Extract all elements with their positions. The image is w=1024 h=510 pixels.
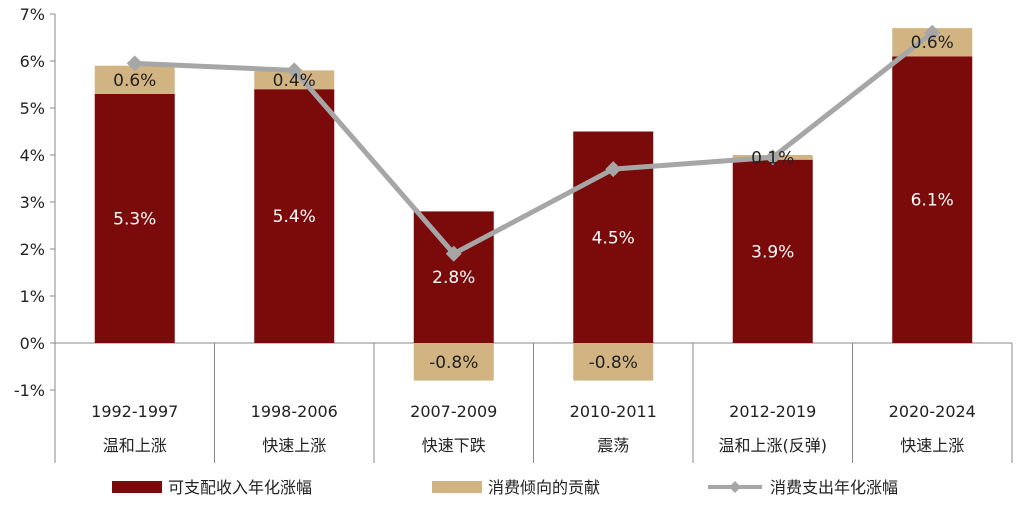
income-value-label: 2.8% (432, 268, 475, 288)
income-bar (94, 93, 175, 344)
consumption-marker (764, 149, 781, 166)
y-tick-label: 7% (20, 5, 45, 24)
contribution-value-label: -0.8% (429, 353, 478, 373)
contribution-value-label: 0.6% (113, 71, 156, 91)
data-labels: 5.3% 0.6% 5.4% 0.4% 2.8% -0.8% 4.5% -0.8% 3.9% 0.… (113, 33, 954, 373)
y-tick-label: -1% (14, 381, 45, 400)
line-series (126, 24, 941, 262)
subcategory-label: 温和上涨 (103, 436, 167, 455)
y-tick-label: 3% (20, 193, 45, 212)
subcategory-label: 快速下跌 (422, 436, 486, 455)
income-value-label: 3.9% (751, 242, 794, 262)
income-value-label: 4.5% (592, 228, 635, 248)
category-label: 2020-2024 (889, 402, 976, 421)
contribution-value-label: 0.1% (751, 148, 794, 168)
y-tick-label: 0% (20, 334, 45, 353)
category-label: 2007-2009 (410, 402, 497, 421)
income-bar (254, 89, 335, 343)
contribution-value-label: 0.6% (911, 33, 954, 53)
income-bar (413, 211, 494, 343)
y-tick-label: 5% (20, 99, 45, 118)
category-label: 1998-2006 (251, 402, 338, 421)
y-tick-label: 1% (20, 287, 45, 306)
consumption-marker (605, 161, 622, 178)
consumption-marker (126, 55, 143, 72)
income-bar (892, 56, 973, 344)
contribution-bar (413, 343, 494, 381)
y-tick-label: 4% (20, 146, 45, 165)
y-tick-label: 6% (20, 52, 45, 71)
contribution-value-label: 0.4% (273, 71, 316, 91)
consumption-marker (445, 245, 462, 262)
subcategory-label: 震荡 (597, 436, 629, 455)
subcategory-label: 快速上涨 (262, 436, 326, 455)
legend-swatch-income (112, 481, 162, 493)
legend-label-contribution: 消费倾向的贡献 (488, 478, 600, 497)
category-labels: 1992-1997 温和上涨 1998-2006 快速上涨 2007-2009 快速下跌 2… (91, 402, 976, 455)
consumption-marker (286, 62, 303, 79)
income-value-label: 5.3% (113, 209, 156, 229)
consumption-line (134, 30, 934, 257)
legend: 可支配收入年化涨幅 消费倾向的贡献 消费支出年化涨幅 (112, 478, 898, 497)
income-value-label: 6.1% (911, 191, 954, 211)
category-label: 2012-2019 (729, 402, 816, 421)
subcategory-label: 快速上涨 (900, 436, 964, 455)
income-bar (732, 159, 813, 343)
category-label: 2010-2011 (570, 402, 657, 421)
axes: 7% 6% 5% 4% 3% 2% 1% 0% -1% (14, 5, 1013, 463)
subcategory-label: 温和上涨(反弹) (719, 436, 828, 455)
contribution-bar (573, 343, 654, 381)
legend-label-income: 可支配收入年化涨幅 (168, 478, 312, 497)
y-tick-label: 2% (20, 240, 45, 259)
legend-swatch-contribution (432, 481, 482, 493)
legend-label-consumption: 消费支出年化涨幅 (770, 478, 898, 497)
legend-marker-consumption (729, 481, 741, 493)
contribution-value-label: -0.8% (589, 353, 638, 373)
category-label: 1992-1997 (91, 402, 178, 421)
bars (94, 28, 973, 381)
income-value-label: 5.4% (273, 207, 316, 227)
contribution-bar (254, 70, 335, 90)
consumption-marker (924, 24, 941, 41)
